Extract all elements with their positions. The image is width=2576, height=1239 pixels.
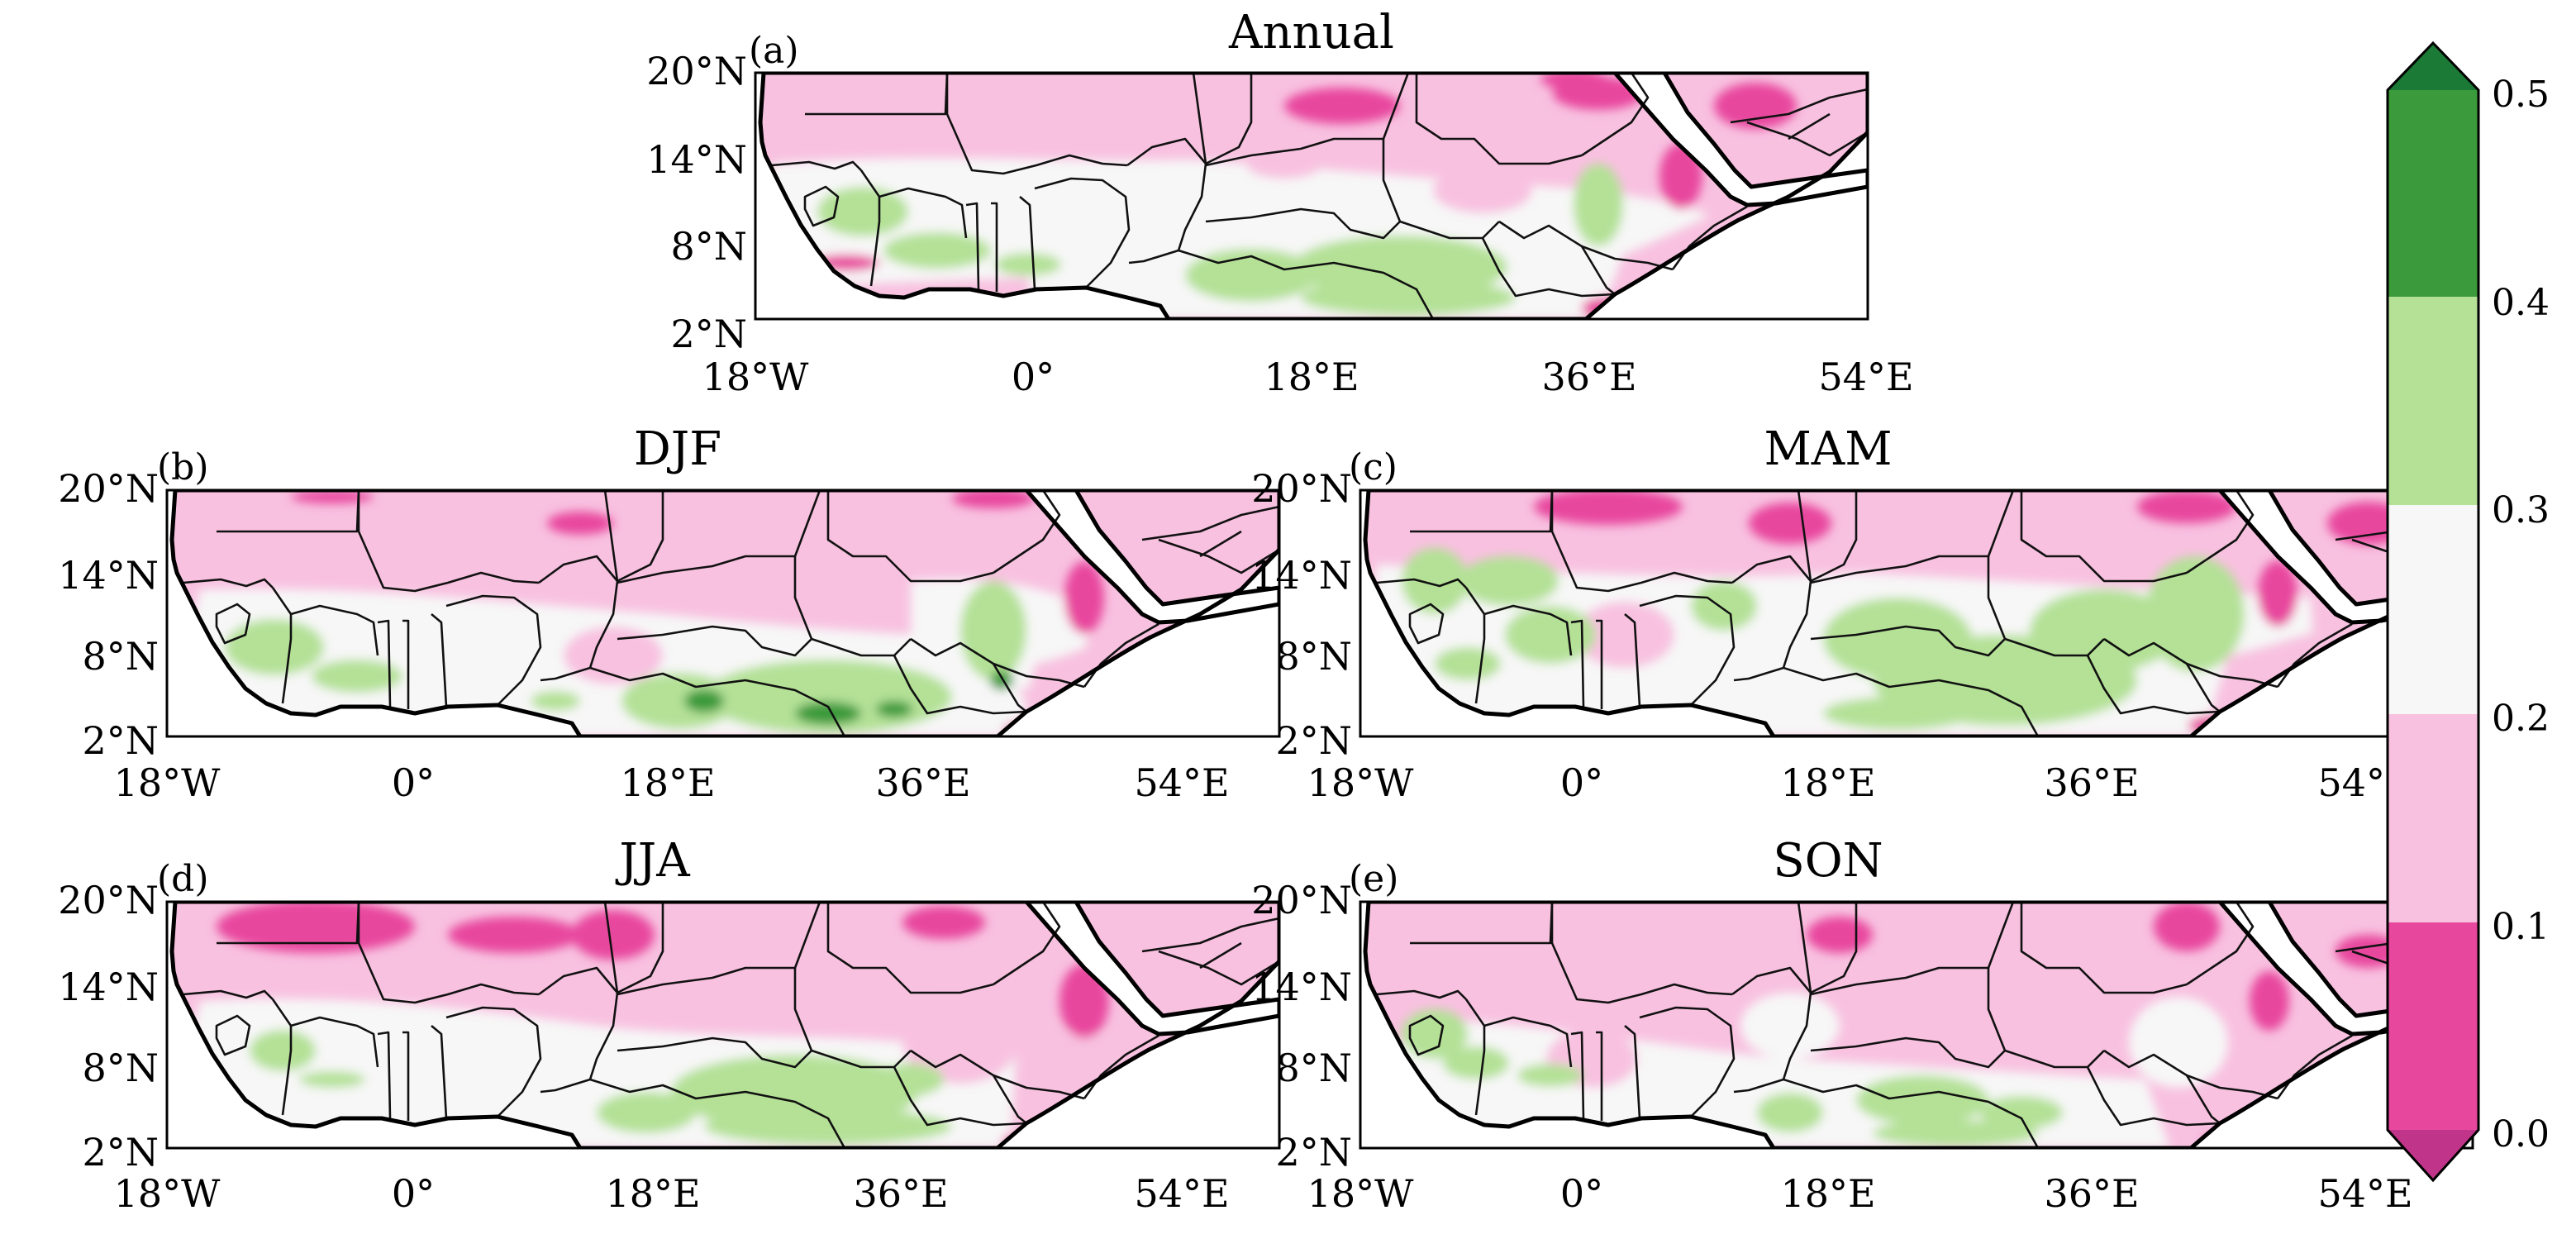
x-tick-a-0: 0° [1012,355,1055,399]
panel-a [754,71,1869,321]
x-tick-a-36e: 36°E [1541,355,1636,399]
x-tick-a-18e: 18°E [1264,355,1359,399]
x-tick-e-18w: 18°W [1307,1171,1415,1216]
x-tick-a-18w: 18°W [702,355,810,399]
colorbar-tick-0.3: 0.3 [2492,489,2550,531]
axis-ticks-b: 20°N 14°N 8°N 2°N 18°W 0° 18°E 36°E 54°E [58,466,1229,805]
colorbar-extend-low [2388,1130,2478,1180]
x-tick-d-36e: 36°E [853,1171,948,1216]
panel-b [165,488,1281,738]
x-tick-c-18e: 18°E [1780,760,1875,805]
panel-title-a: Annual [1228,6,1394,60]
x-tick-c-0: 0° [1560,760,1603,805]
y-tick-d-2n: 2°N [82,1130,159,1175]
axis-ticks-e: 20°N 14°N 8°N 2°N 18°W 0° 18°E 36°E 54°E [1251,878,2412,1216]
y-tick-c-14n: 14°N [1251,553,1352,598]
y-tick-c-20n: 20°N [1251,466,1352,511]
axis-ticks-a: 20°N 14°N 8°N 2°N 18°W 0° 18°E 36°E 54°E [646,49,1913,399]
y-tick-a-20n: 20°N [646,49,747,93]
x-tick-e-54e: 54°E [2317,1171,2412,1216]
colorbar-extend-high [2388,43,2478,90]
x-tick-c-36e: 36°E [2044,760,2139,805]
panel-label-c: (c) [1349,446,1398,488]
colorbar-bin-1 [2388,714,2478,922]
y-tick-c-8n: 8°N [1275,634,1352,679]
colorbar-bin-2 [2388,505,2478,714]
map-c [1360,490,2473,736]
panel-d [165,900,1281,1150]
panel-label-b: (b) [157,446,209,488]
colorbar-tick-0.2: 0.2 [2492,698,2550,740]
x-tick-d-18e: 18°E [605,1171,700,1216]
colorbar-tick-0.5: 0.5 [2492,74,2550,116]
x-tick-b-54e: 54°E [1134,760,1229,805]
x-tick-b-18e: 18°E [620,760,715,805]
colorbar-tick-0.4: 0.4 [2492,282,2550,324]
axis-ticks-d: 20°N 14°N 8°N 2°N 18°W 0° 18°E 36°E 54°E [58,878,1229,1216]
panel-title-d: JJA [615,834,690,888]
panel-c [1359,488,2474,738]
colorbar-tick-0.1: 0.1 [2492,906,2550,948]
colorbar-bin-3 [2388,297,2478,505]
axis-ticks-c: 20°N 14°N 8°N 2°N 18°W 0° 18°E 36°E 54°E [1251,466,2412,805]
y-tick-d-8n: 8°N [82,1046,159,1090]
y-tick-d-20n: 20°N [58,878,159,922]
y-tick-b-20n: 20°N [58,466,159,511]
panel-label-d: (d) [157,858,209,900]
map-e [1360,902,2473,1148]
map-d [167,902,1279,1148]
y-tick-d-14n: 14°N [58,965,159,1009]
y-tick-b-8n: 8°N [82,634,159,679]
x-tick-a-54e: 54°E [1818,355,1913,399]
panel-title-b: DJF [634,422,721,476]
x-tick-b-36e: 36°E [875,760,970,805]
colorbar-tick-0.0: 0.0 [2492,1113,2550,1156]
x-tick-e-0: 0° [1560,1171,1603,1216]
colorbar: 0.5 0.4 0.3 0.2 0.1 0.0 [2386,41,2550,1183]
panel-title-e: SON [1773,834,1883,888]
y-tick-e-2n: 2°N [1275,1130,1352,1175]
colorbar-bin-4 [2388,90,2478,297]
x-tick-e-36e: 36°E [2044,1171,2139,1216]
x-tick-d-0: 0° [392,1171,435,1216]
x-tick-c-18w: 18°W [1307,760,1415,805]
x-tick-e-18e: 18°E [1780,1171,1875,1216]
y-tick-a-8n: 8°N [670,224,747,269]
y-tick-c-2n: 2°N [1275,718,1352,763]
panel-title-c: MAM [1764,422,1892,476]
panel-e [1359,900,2474,1150]
y-tick-b-2n: 2°N [82,718,159,763]
map-b [167,490,1279,736]
y-tick-e-20n: 20°N [1251,878,1352,922]
y-tick-e-14n: 14°N [1251,965,1352,1009]
y-tick-e-8n: 8°N [1275,1046,1352,1090]
panel-label-a: (a) [749,30,799,72]
y-tick-a-14n: 14°N [646,137,747,182]
panel-label-e: (e) [1349,858,1398,900]
x-tick-d-54e: 54°E [1134,1171,1229,1216]
y-tick-b-14n: 14°N [58,553,159,598]
colorbar-outline [2386,41,2480,1183]
colorbar-bin-0 [2388,922,2478,1130]
x-tick-b-0: 0° [392,760,435,805]
map-a [755,73,1868,319]
x-tick-d-18w: 18°W [114,1171,221,1216]
x-tick-b-18w: 18°W [114,760,221,805]
y-tick-a-2n: 2°N [670,312,747,356]
